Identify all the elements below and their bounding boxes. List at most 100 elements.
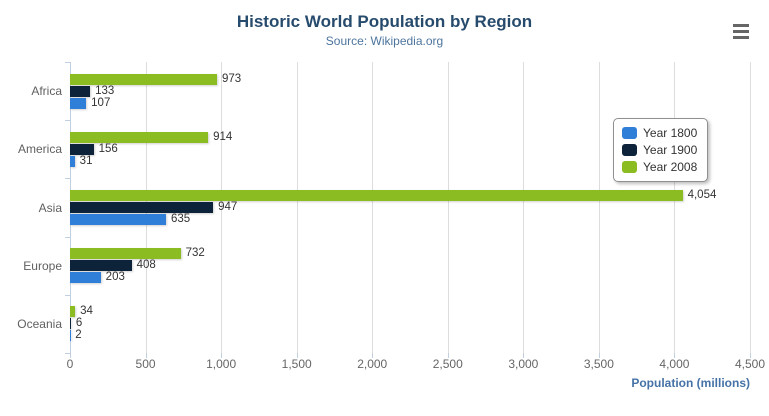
bar-europe-year-1900[interactable]: [70, 260, 132, 272]
legend: Year 1800 Year 1900 Year 2008: [613, 118, 709, 182]
bar-africa-year-2008[interactable]: [70, 73, 218, 85]
bar-value-label: 6: [75, 317, 83, 330]
bar-value-label: 133: [95, 84, 115, 97]
gridline: [750, 62, 751, 353]
y-axis-tick: [65, 294, 70, 296]
legend-swatch: [622, 127, 637, 139]
bar-america-year-1900[interactable]: [70, 143, 94, 155]
bar-value-label: 973: [222, 72, 242, 85]
legend-item-year-1900[interactable]: Year 1900: [622, 143, 697, 157]
x-tick-label: 4,500: [734, 357, 766, 371]
gridline: [674, 62, 676, 353]
bar-row: 914: [70, 130, 750, 143]
plot-area: 973 133 107 914 156 31 4,054 947 635 732 408 203 34 6…: [65, 62, 751, 358]
category-label-europe: Europe: [23, 258, 62, 273]
hamburger-menu-icon[interactable]: [730, 21, 752, 41]
bar-row: 156: [70, 142, 750, 155]
legend-label: Year 1800: [643, 126, 698, 140]
x-axis-tick: [372, 353, 374, 358]
bar-row: 635: [70, 212, 750, 225]
bar-value-label: 34: [80, 305, 93, 318]
bar-value-label: 31: [79, 154, 93, 167]
bar-group-america: 914 156 31: [70, 120, 750, 178]
bar-group-europe: 732 408 203: [70, 237, 750, 295]
x-axis-tick: [598, 353, 600, 358]
legend-swatch: [622, 144, 637, 156]
y-axis-tick: [65, 353, 70, 354]
gridline: [447, 62, 449, 353]
bar-value-label: 2: [75, 329, 82, 342]
bar-africa-year-1800[interactable]: [70, 97, 87, 109]
category-label-asia: Asia: [38, 200, 62, 215]
x-tick-label: 1,000: [206, 357, 237, 371]
x-tick-label: 500: [135, 357, 156, 371]
x-axis-tick: [523, 353, 525, 358]
gridline: [372, 62, 374, 353]
y-axis-tick: [65, 236, 70, 238]
x-tick-label: 1,500: [281, 357, 312, 371]
x-axis-tick: [447, 353, 449, 358]
bar-value-label: 156: [98, 142, 118, 155]
gridline: [221, 62, 223, 353]
x-axis-tick: [750, 353, 751, 358]
bar-row: 973: [70, 72, 750, 85]
bar-asia-year-1800[interactable]: [70, 213, 166, 225]
x-tick-label: 3,000: [508, 357, 539, 371]
bar-row: 732: [70, 247, 750, 260]
bar-oceania-year-1900[interactable]: [70, 318, 71, 330]
bar-row: 947: [70, 200, 750, 213]
legend-item-year-1800[interactable]: Year 1800: [622, 126, 697, 140]
bar-africa-year-1900[interactable]: [70, 85, 91, 97]
bar-oceania-year-2008[interactable]: [70, 306, 76, 318]
x-axis-tick: [221, 353, 223, 358]
bar-row: 203: [70, 271, 750, 284]
chart-title: Historic World Population by Region: [236, 12, 533, 31]
x-axis-tick: [145, 353, 147, 358]
bar-row: 31: [70, 154, 750, 167]
bar-value-label: 107: [91, 96, 111, 109]
bar-row: 6: [70, 317, 750, 330]
bar-europe-year-1800[interactable]: [70, 272, 101, 284]
bar-group-africa: 973 133 107: [70, 62, 750, 120]
x-tick-label: 4,000: [659, 357, 690, 371]
bar-value-label: 947: [218, 200, 238, 213]
x-axis-title: Population (millions): [631, 376, 750, 390]
gridline: [598, 62, 600, 353]
legend-label: Year 2008: [643, 160, 698, 174]
gridline: [296, 62, 298, 353]
x-tick-label: 2,500: [432, 357, 463, 371]
legend-swatch: [622, 161, 637, 173]
category-label-america: America: [17, 142, 62, 157]
bar-value-label: 4,054: [687, 188, 717, 201]
gridline: [523, 62, 525, 353]
x-tick-label: 2,000: [357, 357, 388, 371]
x-tick-label: 0: [66, 357, 74, 371]
legend-label: Year 1900: [643, 143, 698, 157]
bar-asia-year-2008[interactable]: [70, 189, 683, 201]
x-tick-label: 3,500: [583, 357, 614, 371]
category-label-oceania: Oceania: [17, 316, 62, 331]
x-axis-tick: [674, 353, 676, 358]
bar-europe-year-2008[interactable]: [70, 248, 181, 260]
bar-row: 34: [70, 305, 750, 318]
bar-asia-year-1900[interactable]: [70, 201, 214, 213]
chart-subtitle: Source: Wikipedia.org: [325, 34, 444, 48]
bar-group-oceania: 34 6 2: [70, 295, 750, 353]
bar-america-year-1800[interactable]: [70, 155, 75, 167]
category-label-africa: Africa: [31, 84, 62, 99]
hamburger-bar: [733, 23, 749, 27]
bar-row: 4,054: [70, 188, 750, 201]
bar-value-label: 635: [170, 212, 191, 225]
bar-row: 133: [70, 84, 750, 97]
bar-america-year-2008[interactable]: [70, 131, 209, 143]
y-axis-tick: [65, 178, 70, 180]
y-axis-tick: [65, 62, 70, 63]
x-axis-tick: [70, 353, 71, 358]
legend-item-year-2008[interactable]: Year 2008: [622, 160, 697, 174]
x-axis-tick: [296, 353, 298, 358]
bar-row: 408: [70, 259, 750, 272]
hamburger-bar: [733, 29, 749, 33]
bar-value-label: 914: [213, 130, 233, 143]
y-axis-tick: [65, 120, 70, 122]
